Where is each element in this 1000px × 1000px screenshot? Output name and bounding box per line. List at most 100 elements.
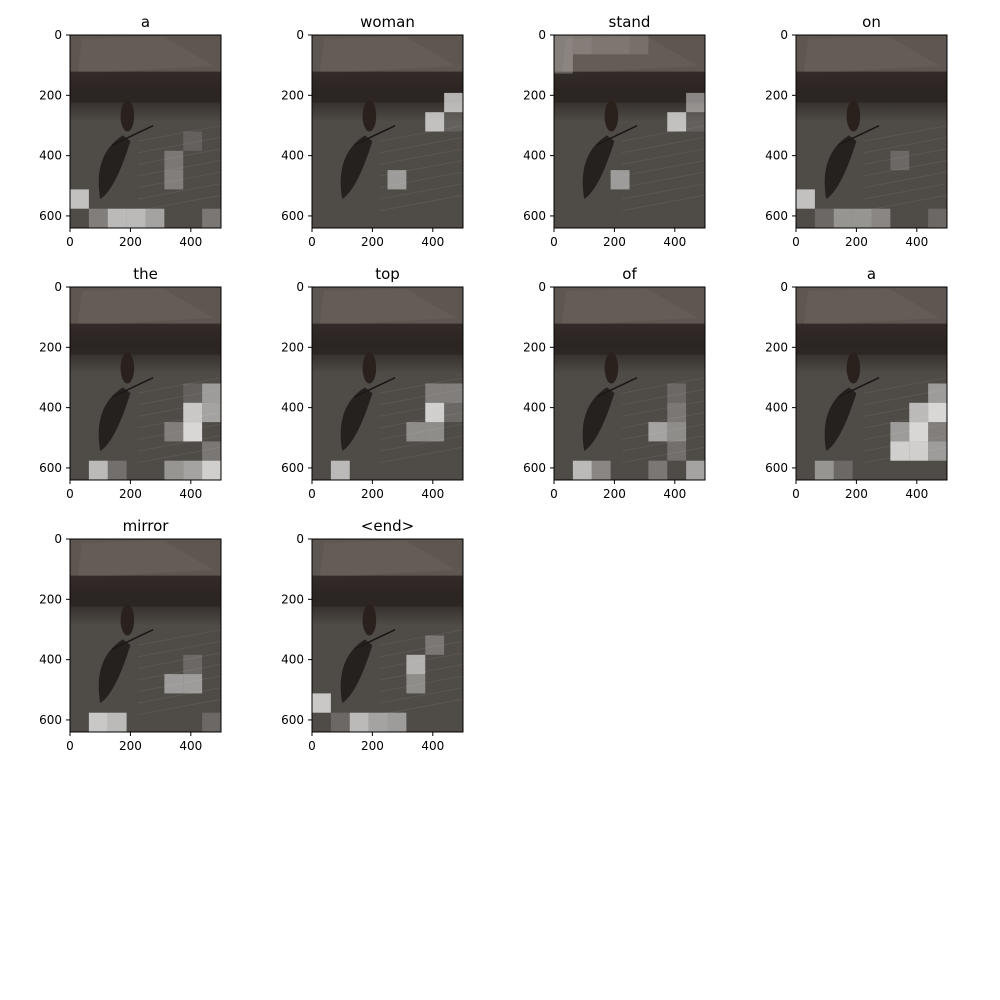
photo-skier (846, 352, 861, 384)
photo-building (77, 288, 214, 326)
y-tick-label: 400 (765, 401, 788, 415)
photo-ski-track (137, 664, 222, 681)
photo-ski-track (379, 194, 464, 212)
attention-cell (909, 402, 929, 423)
x-tick-label: 400 (905, 487, 928, 501)
y-tick-label: 600 (39, 713, 62, 727)
photo-ski-track (137, 675, 222, 692)
attention-cell (349, 712, 369, 732)
photo-ski-track (621, 148, 706, 165)
photo-ski-track (863, 160, 948, 177)
attention-cell (667, 441, 687, 461)
attention-cell (648, 422, 668, 442)
photo-ski-track (621, 377, 706, 394)
photo-shadow (824, 135, 857, 200)
y-tick-label: 0 (780, 28, 788, 42)
attention-cell (425, 402, 445, 423)
photo-shadow (98, 639, 131, 704)
photo-crowd (796, 71, 947, 103)
y-tick-label: 0 (54, 280, 62, 294)
attention-cell (444, 383, 463, 403)
photo-ski-track (621, 388, 706, 406)
attention-cell (667, 402, 687, 423)
x-tick-label: 400 (179, 487, 202, 501)
x-tick-label: 0 (308, 739, 316, 753)
y-tick-label: 600 (281, 461, 304, 475)
panel-title: woman (360, 13, 415, 31)
attention-cell (88, 712, 108, 732)
photo-ski-track (379, 125, 464, 142)
x-tick-label: 200 (603, 487, 626, 501)
attention-cell (667, 422, 687, 442)
attention-cell (88, 208, 108, 228)
photo-crowd (554, 71, 705, 103)
photo-ski-track (379, 629, 464, 646)
axes-frame (311, 538, 464, 733)
y-tick-label: 0 (780, 280, 788, 294)
photo-ski-track (863, 171, 948, 188)
attention-cell (406, 654, 426, 675)
attention-cell (928, 383, 947, 403)
photo-ski-track (137, 388, 222, 406)
panel-title: a (141, 13, 150, 31)
attention-cell (183, 674, 203, 694)
attention-cell (814, 208, 834, 228)
photo-ski-track (379, 171, 464, 188)
photo-ski-track (621, 423, 706, 440)
x-tick-label: 400 (179, 739, 202, 753)
photo-ski-track (621, 125, 706, 142)
photo-ski-track (621, 160, 706, 177)
attention-cell (425, 635, 445, 655)
photo-ski-track (621, 183, 706, 200)
attention-cell (330, 460, 350, 480)
y-tick-label: 400 (281, 149, 304, 163)
attention-cell (610, 170, 630, 190)
y-tick-label: 0 (296, 532, 304, 546)
photo-ski-track (863, 388, 948, 406)
attention-cell (444, 92, 463, 113)
photo-ski-track (863, 194, 948, 212)
photo-ski-track (379, 412, 464, 429)
y-tick-label: 400 (523, 401, 546, 415)
attention-cell (928, 422, 947, 442)
attention-cell (686, 460, 705, 480)
attention-panel: <end> 0 200 400 0 200 400 600 (281, 517, 464, 753)
photo-ski-track (137, 400, 222, 417)
attention-cell (107, 208, 127, 228)
photo-skier (362, 604, 377, 636)
panel-title: a (867, 265, 876, 283)
photo-ski-track (137, 148, 222, 165)
photo-ski-track (863, 423, 948, 440)
x-tick-label: 200 (603, 235, 626, 249)
x-tick-label: 200 (119, 487, 142, 501)
attention-panel: the 0 200 400 0 200 400 600 (39, 265, 222, 501)
photo-ski-track (379, 698, 464, 716)
photo-ski-track (137, 183, 222, 200)
attention-cell (796, 189, 815, 209)
axes-frame (553, 286, 706, 481)
y-tick-label: 400 (39, 149, 62, 163)
attention-cell (591, 35, 611, 55)
attention-cell (648, 460, 668, 480)
attention-cell (183, 460, 203, 480)
y-tick-label: 200 (523, 340, 546, 354)
photo-skier (120, 604, 135, 636)
photo-ski-track (379, 160, 464, 177)
attention-panel: on 0 200 400 0 200 400 600 (765, 13, 948, 249)
x-tick-label: 0 (792, 235, 800, 249)
attention-cell (425, 383, 445, 403)
photo-ski-track (379, 148, 464, 165)
photo-ski-track (137, 629, 222, 646)
attention-cell (164, 422, 184, 442)
photo-skier (846, 100, 861, 132)
attention-cell (183, 422, 203, 442)
attention-cell (554, 54, 573, 74)
photo-ski-track (379, 446, 464, 464)
attention-panel: mirror 0 200 400 0 200 400 600 (39, 517, 222, 753)
photo-crowd (312, 575, 463, 607)
photo-ski-track (379, 183, 464, 200)
attention-cell (814, 460, 834, 480)
x-tick-label: 400 (421, 487, 444, 501)
attention-cell (145, 208, 165, 228)
y-tick-label: 600 (39, 461, 62, 475)
